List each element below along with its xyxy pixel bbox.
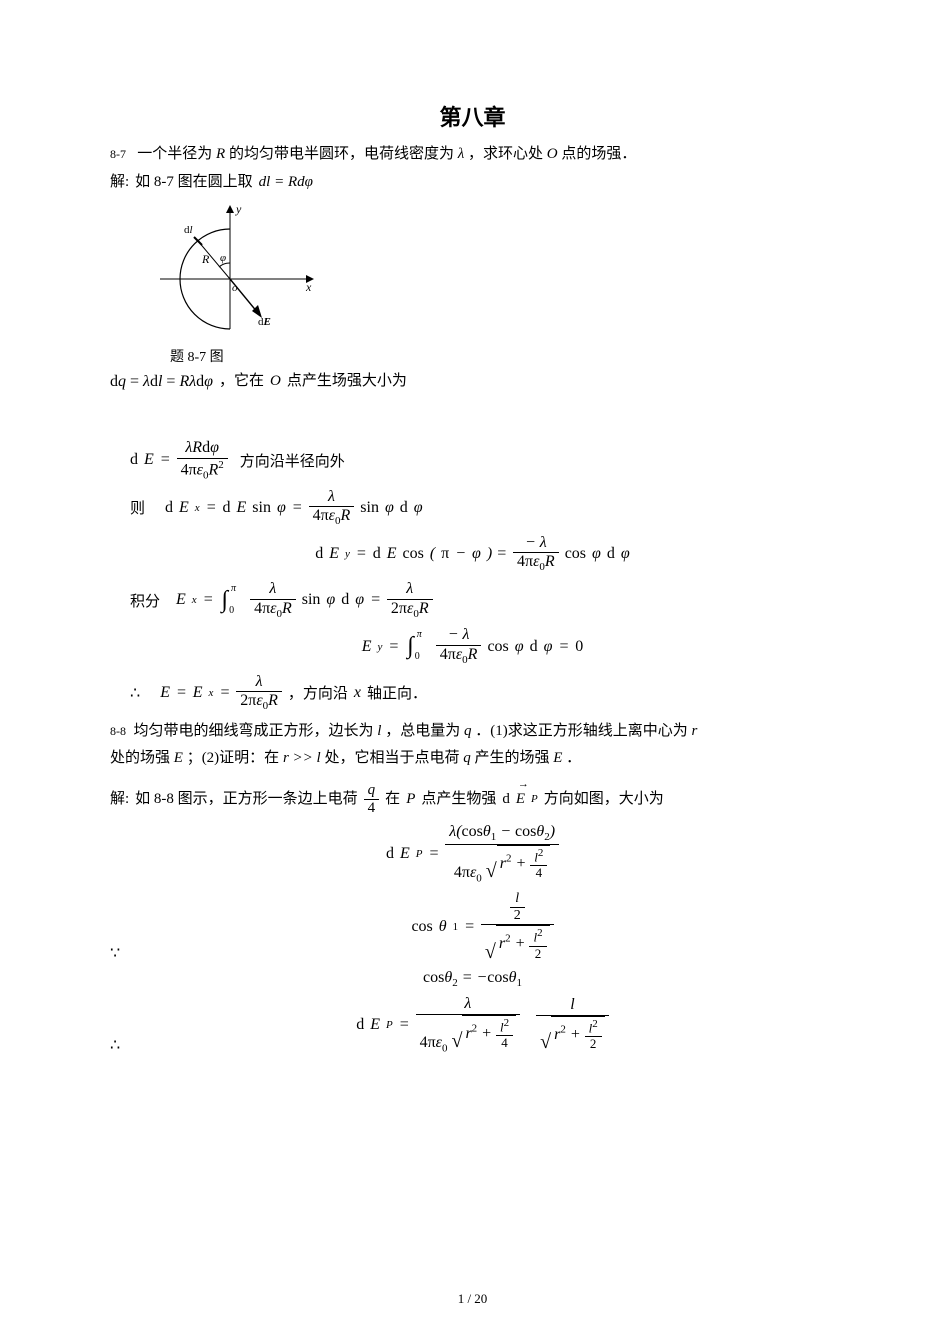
solution-line-1: 解: 如 8-7 图在圆上取 dl = Rdφ xyxy=(110,170,835,196)
var-l: l xyxy=(377,723,381,739)
var-q: q xyxy=(464,723,472,739)
problem-8-8-statement-2: 处的场强 E ；(2)证明：在 r >> l 处，它相当于点电荷 q 产生的场强… xyxy=(110,746,835,772)
eq-dEx: 则 dEx = dE sin φ = λ 4πε0R sin φdφ xyxy=(110,488,835,528)
var-E: E xyxy=(553,750,562,766)
var-P: P xyxy=(406,787,415,813)
text: ，总电量为 xyxy=(385,723,460,739)
text: 轴正向． xyxy=(367,682,427,703)
eq-dq-line: dq = λdl = Rλdφ ，它在 O 点产生场强大小为 xyxy=(110,368,835,395)
text: ．(1)求这正方形轴线上离中心为 xyxy=(475,723,688,739)
text: 的均匀带电半圆环，电荷线密度为 xyxy=(229,146,454,162)
var-O: O xyxy=(270,369,281,395)
eq-dl: dl = Rdφ xyxy=(259,170,313,196)
var-R: R xyxy=(216,146,225,162)
problem-8-7-statement: 8-7 一个半径为 R 的均匀带电半圆环，电荷线密度为 λ ，求环心处 O 点的… xyxy=(110,142,835,168)
int-label: 积分 xyxy=(130,590,160,611)
text: 如 8-8 图示，正方形一条边上电荷 xyxy=(135,787,358,813)
problem-number: 8-7 xyxy=(110,147,126,161)
eq-8-8-intro: 解: 如 8-8 图示，正方形一条边上电荷 q 4 在 P 点产生物强 dEP … xyxy=(110,782,835,818)
sol-label: 解: xyxy=(110,787,129,813)
therefore: ∴ xyxy=(110,1035,120,1055)
text: ． xyxy=(566,750,581,766)
page-number: 1 / 20 xyxy=(0,1291,945,1307)
eq-cos2: cosθ2 = −cosθ1 xyxy=(110,969,835,989)
var-lambda: λ xyxy=(458,146,465,162)
sol-label: 解: xyxy=(110,170,129,196)
eq-dEp-1: dEP = λ(cosθ1 − cosθ2) 4πε0 √ r2 + l2 4 xyxy=(110,823,835,885)
text: 点产生场强大小为 xyxy=(287,369,407,395)
cond: r >> l xyxy=(283,750,321,766)
dl-label: dl xyxy=(184,224,193,236)
R-label: R xyxy=(201,252,210,266)
eq-E-final: ∴ E = Ex = λ 2πε0R ，方向沿 x 轴正向． xyxy=(110,673,835,713)
chapter-title: 第八章 xyxy=(110,100,835,132)
var-E: E xyxy=(174,750,183,766)
text: 处，它相当于点电荷 xyxy=(324,750,459,766)
text: ，求环心处 xyxy=(468,146,543,162)
text: 均匀带电的细线弯成正方形，边长为 xyxy=(134,723,374,739)
then-label: 则 xyxy=(130,497,145,518)
var-q: q xyxy=(463,750,471,766)
figure-8-7: y x dl R φ o dE xyxy=(150,199,835,344)
text: 处的场强 xyxy=(110,750,170,766)
eq-dEp-2: ∴ dEP = λ 4πε0 √ r2 + l2 4 l √ r2 + xyxy=(110,995,835,1054)
therefore: ∴ xyxy=(130,683,140,703)
text: ，它在 xyxy=(219,369,264,395)
eq-Ex-integral: 积分 Ex = ∫π0 λ 4πε0R sin φdφ = λ 2πε0R xyxy=(110,580,835,620)
page: 第八章 8-7 一个半径为 R 的均匀带电半圆环，电荷线密度为 λ ，求环心处 … xyxy=(0,0,945,1337)
eq-dE: dE = λRdφ 4πε0R2 方向沿半径向外 xyxy=(110,439,835,482)
problem-8-8-statement: 8-8 均匀带电的细线弯成正方形，边长为 l ，总电量为 q ．(1)求这正方形… xyxy=(110,719,835,745)
text: 点的场强． xyxy=(561,146,636,162)
figure-caption: 题 8-7 图 xyxy=(170,346,835,366)
text: ；(2)证明：在 xyxy=(187,750,280,766)
phi-label: φ xyxy=(220,252,226,264)
eq-Ey-integral: Ey = ∫π0 − λ 4πε0R cosφdφ = 0 xyxy=(110,626,835,666)
text: 如 8-7 图在圆上取 xyxy=(135,170,253,196)
y-label: y xyxy=(235,202,242,216)
eq-cos1: ∵ cosθ1 = l 2 √ r2 + l2 2 xyxy=(110,891,835,963)
text: 点产生物强 xyxy=(421,787,496,813)
text: ，方向沿 xyxy=(288,682,348,703)
text: 在 xyxy=(385,787,400,813)
problem-number: 8-8 xyxy=(110,724,126,738)
o-label: o xyxy=(232,282,238,294)
var-O: O xyxy=(547,146,558,162)
var-r: r xyxy=(691,723,697,739)
text: 一个半径为 xyxy=(137,146,212,162)
because: ∵ xyxy=(110,943,120,963)
text: 方向沿半径向外 xyxy=(240,450,345,471)
x-label: x xyxy=(305,280,312,294)
var-x: x xyxy=(354,684,361,702)
eq-dEy: dEy = dE cos(π − φ) = − λ 4πε0R cosφdφ xyxy=(110,534,835,574)
text: 方向如图，大小为 xyxy=(544,787,664,813)
dE-label: dE xyxy=(258,316,271,328)
text: 产生的场强 xyxy=(474,750,549,766)
